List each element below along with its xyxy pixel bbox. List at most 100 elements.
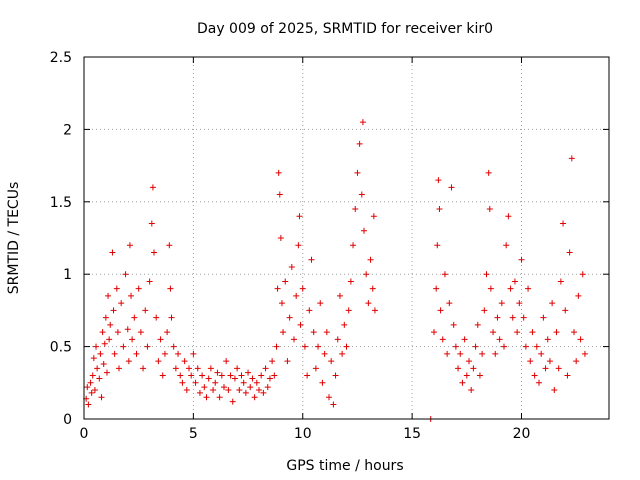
data-point bbox=[483, 271, 490, 278]
data-point bbox=[203, 394, 210, 401]
data-point bbox=[153, 314, 160, 321]
data-point bbox=[236, 387, 243, 394]
data-point bbox=[105, 292, 112, 299]
data-point bbox=[218, 372, 225, 379]
data-point bbox=[238, 372, 245, 379]
data-point bbox=[274, 285, 281, 292]
data-point bbox=[98, 394, 105, 401]
data-point bbox=[161, 350, 168, 357]
data-point bbox=[328, 358, 335, 365]
data-point bbox=[581, 350, 588, 357]
data-point bbox=[111, 350, 118, 357]
data-point bbox=[159, 372, 166, 379]
data-point bbox=[323, 329, 330, 336]
data-point bbox=[100, 360, 107, 367]
data-point bbox=[122, 271, 129, 278]
data-point bbox=[516, 300, 523, 307]
data-point bbox=[437, 307, 444, 314]
data-point bbox=[522, 343, 529, 350]
data-point bbox=[339, 350, 346, 357]
data-point bbox=[485, 169, 492, 176]
data-point bbox=[99, 329, 106, 336]
data-point bbox=[181, 358, 188, 365]
data-point bbox=[271, 372, 278, 379]
data-point bbox=[496, 336, 503, 343]
data-point bbox=[474, 321, 481, 328]
data-point bbox=[126, 242, 133, 249]
data-point bbox=[347, 278, 354, 285]
data-point bbox=[503, 242, 510, 249]
data-point bbox=[562, 307, 569, 314]
data-point bbox=[247, 384, 254, 391]
data-point bbox=[536, 379, 542, 386]
data-point bbox=[481, 307, 488, 314]
data-point bbox=[345, 307, 352, 314]
data-point bbox=[571, 329, 577, 336]
x-tick-label: 0 bbox=[80, 426, 89, 442]
data-point bbox=[369, 285, 376, 292]
data-point bbox=[148, 220, 155, 227]
data-point bbox=[125, 358, 132, 365]
data-point bbox=[277, 235, 284, 241]
data-point bbox=[280, 329, 287, 336]
axis-ticks bbox=[83, 56, 609, 420]
data-point bbox=[106, 336, 113, 343]
data-point bbox=[299, 285, 306, 292]
data-point bbox=[210, 387, 217, 394]
data-point bbox=[144, 343, 151, 350]
y-tick-label: 1 bbox=[63, 267, 72, 283]
data-point bbox=[527, 358, 534, 365]
data-point bbox=[199, 372, 206, 379]
data-point bbox=[433, 285, 440, 292]
data-point bbox=[282, 278, 289, 285]
data-point bbox=[319, 379, 326, 386]
data-point bbox=[312, 365, 319, 372]
data-point bbox=[551, 387, 558, 394]
data-point bbox=[103, 369, 110, 376]
data-point bbox=[367, 256, 374, 263]
data-point bbox=[546, 358, 553, 365]
data-point bbox=[216, 394, 223, 401]
data-point bbox=[498, 300, 505, 307]
data-point bbox=[124, 326, 131, 333]
data-point bbox=[276, 191, 283, 198]
data-point bbox=[90, 355, 97, 362]
data-point bbox=[575, 292, 582, 299]
data-point bbox=[553, 329, 560, 336]
data-point bbox=[234, 365, 241, 372]
data-point bbox=[463, 372, 470, 379]
data-point bbox=[514, 329, 521, 336]
data-point bbox=[494, 314, 501, 321]
data-point bbox=[170, 343, 177, 350]
data-point bbox=[188, 372, 195, 379]
y-tick-label: 0.5 bbox=[50, 340, 72, 356]
data-point bbox=[151, 249, 157, 256]
data-point bbox=[245, 369, 252, 376]
data-point bbox=[240, 379, 247, 386]
data-point bbox=[288, 263, 295, 270]
grid-lines bbox=[84, 57, 609, 419]
data-point bbox=[476, 372, 483, 379]
data-point bbox=[544, 336, 551, 343]
data-point bbox=[315, 343, 322, 350]
data-points bbox=[83, 119, 588, 422]
data-point bbox=[564, 372, 571, 379]
data-point bbox=[507, 285, 514, 292]
data-point bbox=[225, 387, 232, 394]
data-point bbox=[560, 220, 567, 227]
y-tick-labels: 0 0.5 1 1.5 2 2.5 bbox=[50, 50, 72, 428]
data-point bbox=[155, 358, 162, 365]
data-point bbox=[166, 242, 173, 249]
data-point bbox=[260, 389, 267, 396]
data-point bbox=[135, 285, 142, 292]
data-point bbox=[343, 343, 350, 350]
data-point bbox=[359, 119, 366, 126]
data-point bbox=[439, 336, 446, 343]
data-point bbox=[470, 365, 477, 372]
data-point bbox=[436, 206, 443, 213]
data-point bbox=[336, 292, 343, 299]
data-point bbox=[269, 358, 276, 365]
data-point bbox=[297, 321, 304, 328]
data-point bbox=[167, 285, 174, 292]
data-point bbox=[258, 372, 265, 379]
